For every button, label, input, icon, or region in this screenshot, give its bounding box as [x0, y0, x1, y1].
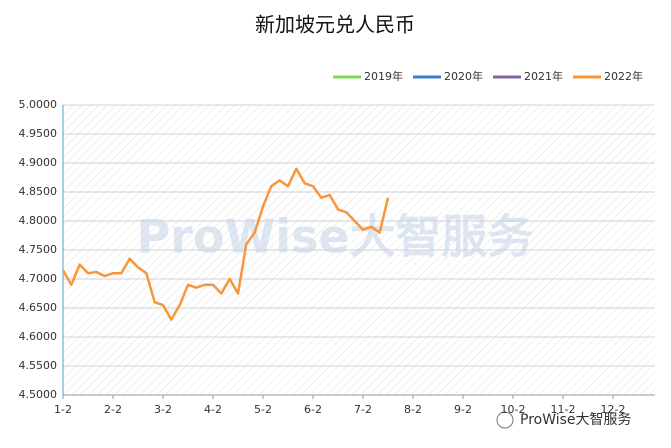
y-tick-label: 4.7000	[19, 272, 58, 285]
legend-label: 2020年	[444, 69, 483, 83]
y-tick-label: 5.0000	[19, 98, 58, 111]
y-tick-label: 4.8500	[19, 185, 58, 198]
chart-title: 新加坡元兑人民币	[255, 13, 415, 37]
x-tick-label: 4-2	[204, 403, 222, 416]
x-tick-label: 5-2	[254, 403, 272, 416]
x-tick-label: 10-2	[501, 403, 526, 416]
y-tick-label: 4.6000	[19, 330, 58, 343]
series-line	[61, 167, 390, 321]
x-tick-label: 9-2	[454, 403, 472, 416]
y-tick-label: 4.8000	[19, 214, 58, 227]
legend-label: 2022年	[604, 69, 643, 83]
x-tick-label: 12-2	[601, 403, 626, 416]
y-tick-label: 4.5000	[19, 388, 58, 401]
x-tick-label: 3-2	[154, 403, 172, 416]
y-tick-label: 4.7500	[19, 243, 58, 256]
x-tick-label: 2-2	[104, 403, 122, 416]
x-tick-label: 8-2	[404, 403, 422, 416]
x-tick-label: 7-2	[354, 403, 372, 416]
footer: ProWise大智服务	[520, 412, 632, 428]
legend-label: 2021年	[524, 69, 563, 83]
x-tick-label: 6-2	[304, 403, 322, 416]
x-tick-label: 11-2	[551, 403, 576, 416]
y-tick-label: 4.5500	[19, 359, 58, 372]
footer-icon	[496, 411, 514, 429]
legend-label: 2019年	[364, 69, 403, 83]
y-tick-label: 4.6500	[19, 301, 58, 314]
x-tick-label: 1-2	[54, 403, 72, 416]
y-tick-label: 4.9500	[19, 127, 58, 140]
y-tick-label: 4.9000	[19, 156, 58, 169]
watermark: ProWise大智服务	[136, 210, 533, 264]
